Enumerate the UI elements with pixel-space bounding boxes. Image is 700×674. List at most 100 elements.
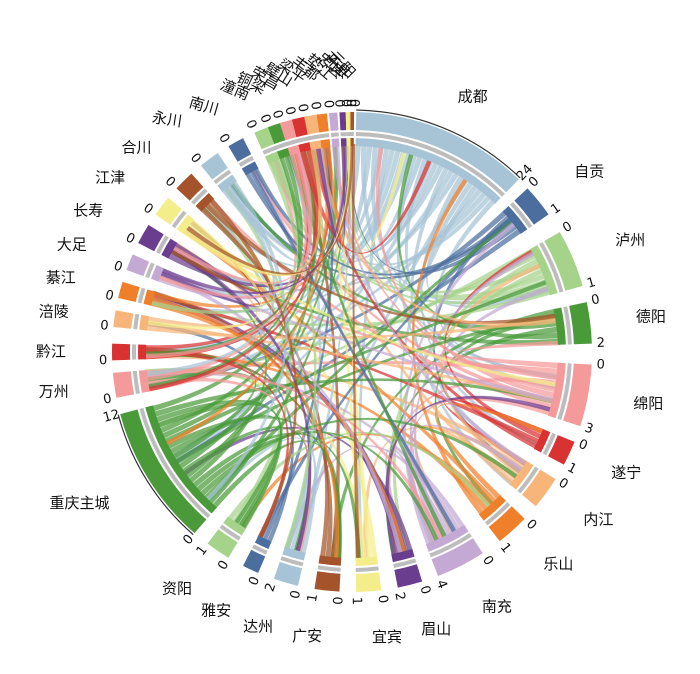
arc-12: [314, 571, 341, 592]
arc-inner-strip-9: [429, 533, 472, 558]
arc-11: [355, 572, 382, 592]
arc-13: [273, 561, 303, 586]
arc-axis-33: [329, 110, 337, 111]
arc-4: [569, 302, 592, 345]
tick-label-8-2: 1: [497, 540, 514, 556]
arc-axis-32: [316, 111, 326, 112]
tick-label-30-1: 0: [281, 105, 298, 117]
tick-label-34-1: 0: [331, 99, 346, 108]
arc-inner-1: [355, 138, 501, 204]
arc-15: [207, 529, 238, 558]
tick-label-9-2: 4: [433, 578, 450, 591]
arc-inner-26: [241, 161, 259, 176]
city-label-26: 南川: [187, 93, 221, 119]
arc-inner-strip-18: [131, 344, 137, 360]
arc-1: [355, 112, 519, 193]
arc-35: [345, 112, 351, 131]
arc-inner-strip-35: [346, 132, 351, 137]
city-label-4: 德阳: [636, 308, 666, 326]
tick-label-6-1: 0: [576, 437, 589, 454]
arc-inner-strip-23: [171, 210, 187, 229]
city-label-6: 遂宁: [611, 463, 641, 481]
arc-inner-strip-11: [355, 566, 379, 572]
arc-inner-strip-12: [317, 565, 341, 572]
arc-inner-strip-22: [155, 235, 169, 254]
arc-inner-27: [264, 150, 282, 164]
arc-inner-24: [195, 192, 215, 212]
arc-inner-25: [217, 174, 237, 192]
tick-label-32-1: 0: [307, 101, 323, 111]
tick-label-6-2: 1: [565, 460, 579, 477]
arc-inner-30: [298, 141, 313, 153]
arc-layer: [111, 109, 592, 592]
arc-inner-14: [254, 535, 272, 549]
arc-6: [548, 435, 575, 465]
arc-axis-1: [356, 109, 521, 179]
tick-label-16-2: 12: [102, 407, 122, 426]
ribbon-layer: [143, 143, 561, 561]
tick-label-13-1: 0: [288, 589, 304, 600]
city-label-16: 重庆主城: [49, 494, 109, 512]
arc-21: [126, 254, 150, 277]
arc-inner-5: [547, 362, 566, 419]
arc-inner-strip-16: [139, 407, 211, 519]
arc-22: [138, 224, 164, 252]
arc-inner-strip-6: [542, 432, 556, 456]
tick-label-1-1: 0: [349, 99, 364, 108]
arc-8: [488, 506, 525, 542]
arc-inner-strip-31: [308, 134, 321, 141]
arc-inner-strip-32: [319, 133, 330, 139]
city-label-14: 雅安: [201, 602, 231, 620]
arc-18: [112, 343, 131, 361]
tick-label-19-1: 0: [99, 318, 109, 334]
tick-label-26-1: 0: [215, 131, 232, 146]
arc-inner-strip-30: [296, 136, 311, 143]
tick-label-12-2: 1: [305, 593, 321, 604]
city-label-3: 泸州: [615, 231, 645, 249]
city-label-13: 达州: [243, 617, 273, 635]
tick-label-23-1: 0: [140, 201, 155, 218]
tick-label-8-1: 0: [523, 517, 539, 534]
tick-label-4-2: 2: [596, 336, 605, 351]
city-label-20: 綦江: [46, 268, 76, 286]
tick-label-10-2: 2: [391, 591, 407, 602]
arc-inner-strip-13: [280, 556, 304, 567]
arc-axis-16: [117, 414, 194, 536]
arc-33: [328, 112, 339, 132]
tick-label-7-1: 0: [556, 475, 571, 492]
arc-17: [112, 371, 135, 398]
tick-label-4-1: 0: [590, 292, 601, 308]
arc-inner-6: [533, 429, 551, 453]
arc-5: [563, 363, 592, 427]
arc-inner-15: [223, 516, 246, 536]
city-label-15: 资阳: [162, 580, 192, 598]
tick-label-5-2: 3: [583, 421, 596, 438]
tick-label-16-1: 0: [180, 532, 197, 548]
city-label-2: 自贡: [574, 163, 604, 181]
arc-19: [113, 310, 134, 329]
tick-label-5-1: 0: [596, 357, 605, 372]
city-label-25: 永川: [151, 108, 183, 130]
arc-36: [350, 112, 355, 131]
arc-inner-strip-10: [393, 558, 417, 568]
arc-inner-strip-36: [350, 131, 354, 137]
arc-axis-19: [111, 310, 113, 327]
arc-9: [431, 538, 483, 577]
city-label-5: 绵阳: [633, 395, 663, 413]
tick-label-33-1: 0: [320, 99, 336, 109]
arc-inner-16: [145, 405, 217, 514]
tick-label-35-1: 0: [338, 99, 353, 108]
arc-inner-strip-21: [145, 262, 155, 279]
tick-label-2-2: 1: [548, 201, 563, 218]
arc-inner-strip-2: [509, 201, 533, 229]
arc-inner-strip-7: [517, 466, 539, 494]
arc-axis-31: [304, 113, 316, 115]
arc-inner-22: [161, 238, 178, 259]
arc-inner-strip-34: [340, 132, 347, 137]
arc-inner-strip-4: [563, 306, 572, 345]
arc-inner-31: [309, 140, 322, 151]
city-label-1: 成都: [458, 88, 488, 106]
arc-inner-11: [355, 556, 379, 566]
arc-25: [200, 153, 228, 180]
